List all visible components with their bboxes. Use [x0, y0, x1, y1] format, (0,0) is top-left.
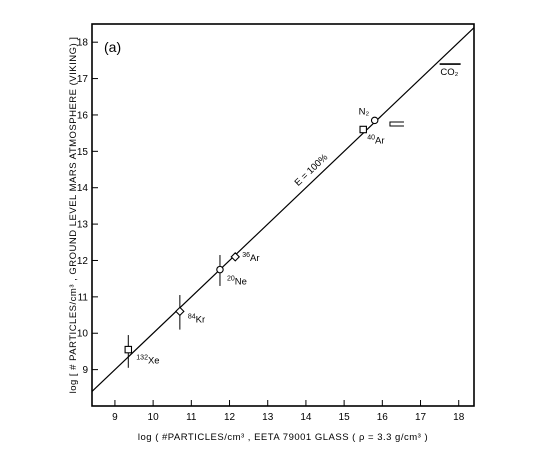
y-tick-label: 17 [77, 74, 89, 85]
y-tick-label: 13 [77, 220, 89, 231]
x-tick-label: 9 [112, 412, 118, 423]
pointer-arrow [389, 121, 404, 127]
x-tick-label: 10 [148, 412, 160, 423]
data-point-36Ar [230, 252, 241, 262]
point-label-36Ar: 36Ar [242, 252, 259, 264]
x-tick-label: 16 [377, 412, 389, 423]
x-tick-label: 18 [453, 412, 465, 423]
point-label-84Kr: 84Kr [188, 313, 205, 325]
x-tick-label: 12 [224, 412, 236, 423]
data-point-20Ne [216, 265, 224, 274]
unity-line [91, 27, 475, 392]
data-point-N2 [370, 116, 379, 125]
data-points: 132Xe 84Kr 20Ne 36Ar 40Ar N₂ [124, 106, 404, 368]
x-tick-label: 13 [262, 412, 274, 423]
axis-ticks: 9 10 11 12 13 14 15 16 17 18 9 10 11 12 13 14 15 16 17 18 [77, 38, 465, 423]
point-label-20Ne: 20Ne [227, 276, 247, 288]
panel-label: (a) [104, 39, 121, 55]
y-tick-label: 11 [78, 292, 89, 303]
x-tick-label: 14 [300, 412, 312, 423]
data-point-40Ar [359, 125, 367, 134]
point-label-40Ar: 40Ar [367, 135, 384, 147]
point-label-132Xe: 132Xe [136, 355, 159, 367]
data-point-132Xe [124, 345, 133, 354]
y-tick-label: 10 [77, 329, 89, 340]
y-tick-label: 12 [77, 256, 89, 267]
data-point-84Kr [175, 306, 185, 317]
x-tick-label: 17 [415, 412, 427, 423]
x-tick-label: 11 [186, 412, 197, 423]
y-axis-label: log [ # PARTICLES/cm³ , GROUND LEVEL MAR… [68, 37, 79, 394]
x-tick-label: 15 [339, 412, 351, 423]
y-tick-label: 15 [77, 147, 89, 158]
point-label-N2: N₂ [359, 106, 370, 117]
y-tick-label: 16 [77, 110, 89, 121]
y-tick-label: 18 [77, 38, 89, 49]
y-tick-label: 14 [77, 183, 89, 194]
y-tick-label: 9 [82, 365, 88, 376]
co2-label: CO₂ [440, 67, 458, 78]
plot-frame [91, 23, 475, 407]
x-axis-label: log ( #PARTICLES/cm³ , EETA 79001 GLASS … [138, 432, 428, 443]
